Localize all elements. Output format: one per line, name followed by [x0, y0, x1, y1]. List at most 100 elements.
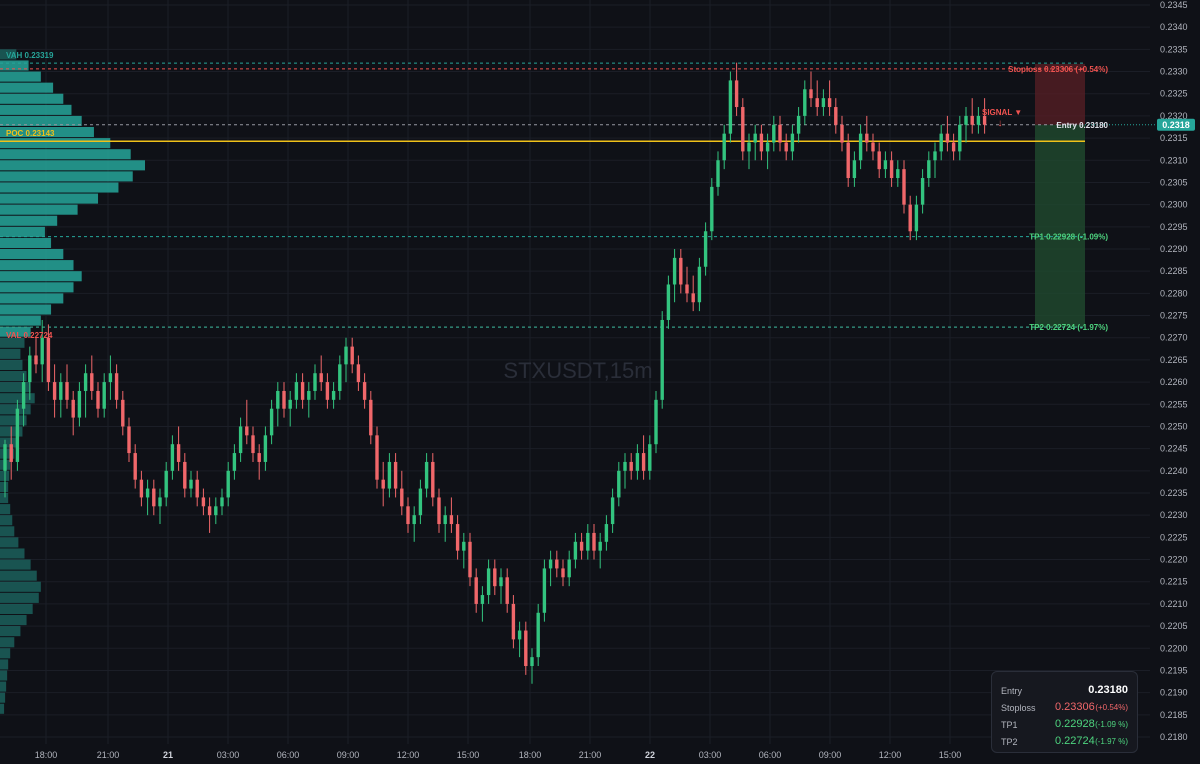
candle-body	[511, 603, 516, 640]
candle-body	[846, 142, 850, 179]
price-tick-label: 0.2225	[1160, 532, 1188, 542]
candle-body	[114, 373, 119, 400]
price-tick-label: 0.2200	[1160, 643, 1188, 653]
candle-body	[387, 461, 392, 489]
volume-profile-bar	[0, 82, 54, 93]
current-price-badge	[1157, 118, 1195, 131]
volume-profile-bar	[0, 182, 119, 193]
candle-body	[96, 390, 100, 409]
volume-profile-bar	[0, 382, 31, 393]
candle-body	[722, 133, 726, 161]
candle-body	[195, 479, 199, 498]
volume-profile-bar	[0, 537, 19, 548]
candle-body	[524, 630, 528, 667]
candle-body	[21, 382, 26, 409]
candle-body	[908, 204, 912, 232]
tp1-label: TP1 0.22928 (-1.09%)	[1029, 233, 1108, 242]
info-stoploss-value: 0.23306	[1055, 701, 1095, 713]
candle-body	[536, 612, 540, 658]
signal-label: SIGNAL ▼	[982, 108, 1022, 117]
candle-body	[710, 186, 714, 232]
candle-body	[815, 98, 819, 108]
candle-body	[431, 461, 435, 498]
stoploss-label: Stoploss 0.23306 (+0.54%)	[1008, 65, 1108, 74]
candle-body	[325, 382, 330, 400]
volume-profile-bar	[0, 581, 41, 592]
candle-body	[530, 657, 534, 667]
price-tick-label: 0.2335	[1160, 44, 1188, 54]
price-tick-label: 0.2305	[1160, 177, 1188, 187]
candle-body	[226, 470, 230, 498]
candle-body	[276, 390, 280, 409]
candle-body	[34, 355, 38, 365]
candle-body	[784, 142, 788, 152]
volume-profile-bar	[0, 415, 27, 426]
candle-body	[319, 373, 323, 383]
candle-body	[251, 435, 255, 454]
candle-body	[691, 293, 695, 303]
candle-body	[282, 390, 286, 409]
candle-body	[834, 107, 838, 125]
time-tick-label: 09:00	[337, 750, 360, 760]
volume-profile-bar	[0, 559, 31, 570]
volume-profile-bar	[0, 60, 29, 71]
price-axis[interactable]: 0.2180 0.2185 0.2190 0.2195 0.2200 0.2205 0.22…	[1160, 0, 1188, 742]
candle-body	[331, 390, 336, 400]
time-tick-label: 18:00	[519, 750, 542, 760]
time-tick-label: 15:00	[457, 750, 480, 760]
candle-body	[685, 284, 689, 294]
candle-body	[896, 169, 900, 179]
candle-body	[201, 497, 206, 507]
candle-body	[666, 284, 671, 320]
candle-body	[462, 541, 466, 551]
info-stoploss-pct: (+0.54%)	[1095, 703, 1128, 712]
price-tick-label: 0.2270	[1160, 333, 1188, 343]
candle-body	[641, 453, 646, 471]
candle-body	[176, 444, 181, 462]
volume-profile-bar	[0, 149, 131, 160]
time-tick-label: 12:00	[397, 750, 420, 760]
candle-body	[468, 541, 472, 578]
time-axis[interactable]: 18:00 21:00 21 03:00 06:00 09:00 12:00 15:00 18:…	[35, 750, 962, 760]
price-tick-label: 0.2325	[1160, 89, 1188, 99]
candle-body	[821, 98, 826, 108]
volume-profile-bar	[0, 592, 39, 603]
volume-profile-bar	[0, 448, 15, 459]
candle-body	[964, 115, 968, 125]
info-row-tp2: TP2 0.22724 (-1.97 %)	[1001, 735, 1128, 749]
price-tick-label: 0.2265	[1160, 355, 1188, 365]
candle-body	[827, 98, 832, 108]
poc-label: POC 0.23143	[6, 129, 55, 138]
volume-profile-bar	[0, 670, 8, 681]
price-tick-label: 0.2285	[1160, 266, 1188, 276]
candle-body	[288, 399, 292, 409]
candle-body	[263, 435, 268, 462]
level-lines	[0, 62, 1157, 328]
candle-body	[573, 541, 578, 560]
volume-profile-bar	[0, 138, 111, 149]
info-row-tp1: TP1 0.22928 (-1.09 %)	[1001, 718, 1128, 732]
price-tick-label: 0.2320	[1160, 111, 1188, 121]
candle-body	[170, 444, 175, 471]
candle-body	[77, 390, 82, 418]
candle-body	[455, 524, 460, 551]
candle-body	[716, 160, 720, 187]
candle-body	[480, 595, 485, 604]
candle-body	[765, 142, 770, 152]
symbol-watermark: STXUSDT,15m	[503, 358, 652, 383]
candle-body	[158, 497, 162, 507]
candle-body	[871, 142, 875, 152]
price-tick-label: 0.2235	[1160, 488, 1188, 498]
val-label: VAL 0.22724	[6, 331, 53, 340]
candle-body	[548, 559, 553, 569]
info-tp1-pct: (-1.09 %)	[1095, 720, 1128, 729]
candle-body	[393, 461, 398, 489]
candle-body	[902, 169, 906, 205]
candle-body	[592, 532, 596, 551]
candle-body	[697, 266, 702, 303]
time-tick-label: 06:00	[277, 750, 300, 760]
candle-body	[257, 453, 261, 462]
candle-body	[214, 506, 218, 516]
price-tick-label: 0.2250	[1160, 421, 1188, 431]
